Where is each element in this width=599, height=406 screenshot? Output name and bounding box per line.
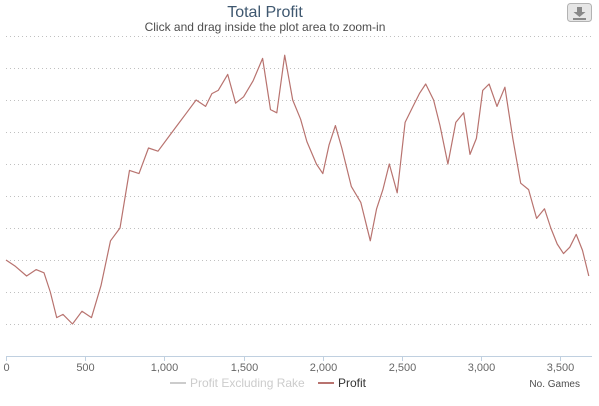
x-tick-label: 3,000: [468, 362, 496, 374]
x-tick-label: 0: [3, 362, 9, 374]
x-tick-label: 2,500: [389, 362, 417, 374]
chart-subtitle: Click and drag inside the plot area to z…: [145, 20, 386, 34]
export-button[interactable]: [567, 3, 592, 22]
x-tick-label: 1,500: [231, 362, 259, 374]
legend: Profit Excluding Rake Profit: [170, 376, 367, 390]
legend-item-label[interactable]: Profit Excluding Rake: [190, 376, 305, 390]
legend-item-label[interactable]: Profit: [338, 376, 367, 390]
x-tick-label: 500: [76, 362, 94, 374]
x-axis-title: No. Games: [529, 379, 580, 390]
x-axis-ticks: 0 500 1,000 1,500 2,000 2,500 3,000 3,500: [3, 356, 574, 374]
x-tick-label: 3,500: [547, 362, 575, 374]
x-tick-label: 1,000: [151, 362, 179, 374]
series-line-1: [5, 54, 590, 325]
x-tick-label: 2,000: [310, 362, 338, 374]
chart-title: Total Profit: [227, 4, 303, 21]
plot-area[interactable]: [5, 54, 590, 325]
download-icon: [573, 7, 586, 20]
